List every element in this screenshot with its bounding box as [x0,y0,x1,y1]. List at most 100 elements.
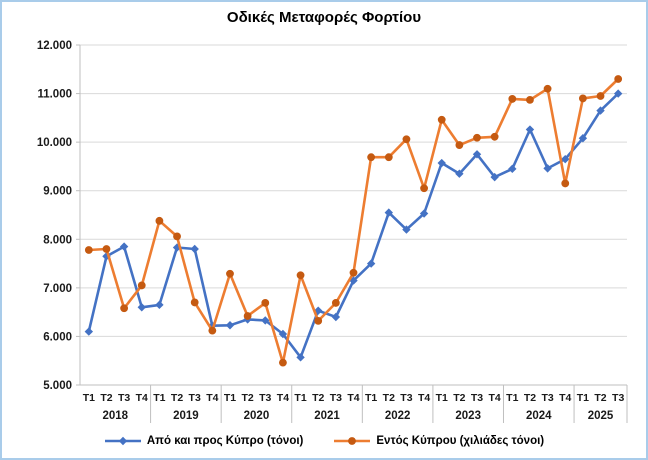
legend-circle-marker-icon [334,437,371,445]
x-axis-quarter-label: T2 [171,392,183,404]
x-axis-quarter-label: T2 [453,392,465,404]
data-point-circle [349,268,358,277]
data-point-diamond [490,172,499,182]
data-point-circle [596,92,605,100]
x-axis-quarter-label: T1 [436,392,448,404]
data-point-circle [473,133,481,142]
data-point-circle [296,271,305,280]
data-point-circle [102,245,111,253]
series-line-2 [88,78,620,365]
data-point-diamond [278,329,288,339]
y-axis-label: 12.000 [37,40,72,52]
data-point-diamond [155,300,164,310]
line-chart-plot: 5.000 6.000 7.000 8.000 9.000 10.000 11.000 12.… [37,40,628,423]
data-point-diamond [366,259,376,268]
x-axis-year-label: 2018 [102,410,128,422]
x-axis-quarter-label: T2 [312,392,324,404]
x-axis-year-label: 2022 [385,410,411,422]
x-axis-quarter-label: T4 [347,392,359,404]
y-axis-label: 11.000 [37,89,72,101]
data-point-circle [402,135,411,144]
data-point-diamond [84,327,94,336]
x-axis-quarter-label: T4 [277,392,289,404]
x-axis-year-label: 2021 [314,410,340,422]
x-axis-year-label: 2024 [526,410,552,422]
data-point-circle [331,299,340,307]
x-axis-quarter-label: T3 [189,392,201,404]
data-point-circle [614,75,623,83]
data-point-circle [314,316,323,325]
data-point-circle [490,132,499,141]
x-axis-quarter-label: T3 [541,392,553,404]
data-point-circle [120,304,129,313]
data-point-circle [455,141,464,149]
data-point-diamond [437,158,446,168]
data-point-diamond [261,316,270,325]
x-axis-quarter-label: T1 [153,392,165,404]
data-point-circle [84,246,93,254]
x-axis-year-label: 2019 [173,410,199,422]
x-axis-year-label: 2025 [588,410,614,422]
data-point-diamond [472,150,482,159]
data-point-circle [543,84,552,93]
data-point-diamond [419,209,429,218]
data-point-circle [508,95,517,103]
x-axis-quarter-label: T4 [559,392,571,404]
legend-diamond-marker-icon [104,436,141,446]
data-point-circle [437,115,446,124]
data-point-diamond [613,89,623,98]
data-point-diamond [561,154,570,164]
data-point-circle [173,232,181,241]
data-point-circle [279,358,287,367]
data-point-diamond [137,303,146,312]
x-axis-quarter-label: T3 [118,392,130,404]
x-axis-year-label: 2020 [244,410,270,422]
data-point-circle [208,326,217,335]
x-axis-quarter-label: T2 [594,392,606,404]
y-axis-label: 7.000 [43,283,72,295]
data-point-diamond [543,164,552,173]
x-axis-quarter-label: T1 [506,392,518,404]
data-point-circle [190,298,199,307]
x-axis-quarter-label: T1 [577,392,589,404]
legend-label-1: Από και προς Κύπρο (τόνοι) [146,435,304,447]
data-point-diamond [331,312,341,322]
x-axis-quarter-label: T1 [365,392,377,404]
x-axis-quarter-label: T3 [400,392,412,404]
x-axis-quarter-label: T2 [100,392,112,404]
x-axis-quarter-label: T3 [612,392,624,404]
series-line-1 [87,92,620,359]
data-point-circle [526,95,534,104]
data-point-diamond [596,106,605,115]
data-point-diamond [578,134,588,143]
data-point-diamond [119,242,129,251]
x-axis-quarter-label: T2 [524,392,536,404]
data-point-diamond [508,164,517,174]
data-point-circle [384,153,393,162]
data-point-circle [261,299,270,307]
x-axis-quarter-label: T1 [294,392,306,404]
x-axis-year-label: 2023 [455,410,481,422]
x-axis-quarter-label: T3 [259,392,271,404]
data-point-diamond [402,225,411,234]
x-axis-quarter-label: T1 [83,392,95,404]
x-axis-quarter-label: T4 [418,392,430,404]
data-point-circle [226,269,234,278]
legend-item-1: Από και προς Κύπρο (τόνοι) [104,435,304,447]
legend-item-2: Εντός Κύπρου (χιλιάδες τόνοι) [333,435,544,447]
legend-label-2: Εντός Κύπρου (χιλιάδες τόνοι) [376,435,545,447]
data-point-circle [420,184,428,193]
y-axis-label: 8.000 [43,234,72,246]
data-point-diamond [225,321,235,330]
data-point-circle [561,179,570,188]
y-axis-label: 6.000 [43,331,72,343]
data-point-circle [367,153,376,162]
data-point-diamond [455,169,464,178]
data-point-diamond [525,125,535,134]
x-axis-quarter-label: T2 [383,392,395,404]
data-point-diamond [384,208,393,217]
x-axis-quarter-label: T4 [489,392,501,404]
x-axis-quarter-label: T4 [136,392,148,404]
y-axis-label: 5.000 [43,380,72,392]
